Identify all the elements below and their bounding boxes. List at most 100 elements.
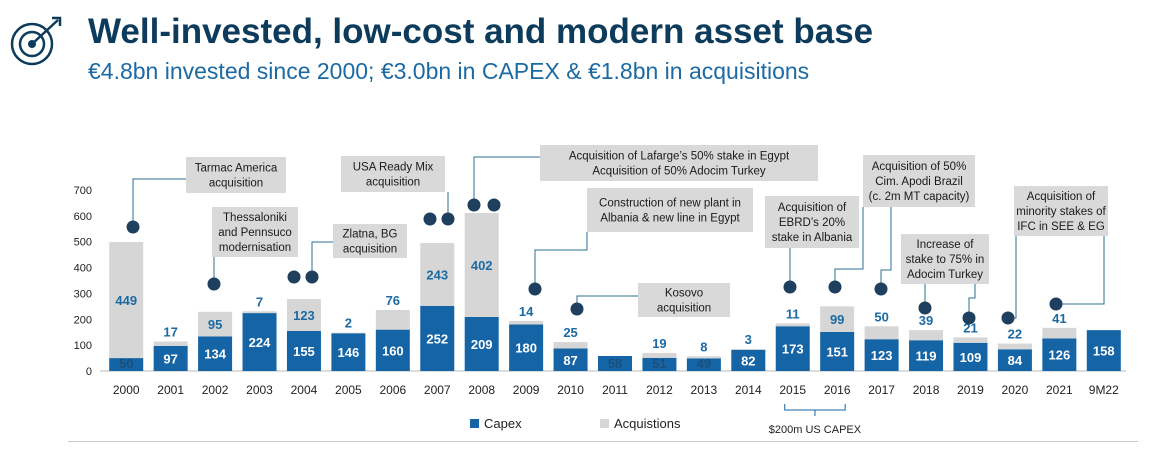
acquisition-value-label: 123 [293, 308, 315, 323]
event-marker-dot [423, 212, 437, 226]
x-tick-label: 2014 [735, 383, 762, 397]
capex-bar [864, 339, 899, 371]
acquisition-bar [420, 243, 455, 306]
event-marker-dot [287, 270, 301, 284]
capex-value-label: 209 [471, 337, 493, 352]
acquisition-bar [198, 311, 233, 337]
acquisition-value-label: 41 [1052, 311, 1066, 326]
x-tick-label: 2019 [957, 383, 984, 397]
callout-text: USA Ready Mix [353, 162, 434, 174]
capex-value-label: 82 [741, 353, 755, 368]
callout-leader-line [576, 295, 638, 309]
acquisition-value-label: 17 [163, 325, 177, 340]
acquisition-bar [375, 309, 410, 330]
capex-value-label: 126 [1048, 348, 1070, 363]
event-marker-dot [467, 198, 481, 212]
x-tick-label: 2002 [202, 383, 229, 397]
callout-text: Acquisition of 50% Adocim Turkey [592, 166, 765, 178]
x-tick-label: 2018 [913, 383, 940, 397]
x-tick-label: 2011 [602, 383, 628, 397]
event-marker-dot [305, 270, 319, 284]
callout-text: and Pennsuco [218, 227, 292, 239]
event-marker-dot [962, 311, 976, 325]
capex-bar [1042, 338, 1077, 371]
capex-bar [1086, 330, 1121, 371]
capex-bar [509, 324, 544, 371]
callout-leader-line [1056, 236, 1105, 305]
acquisition-value-label: 50 [874, 309, 888, 324]
capex-bar [598, 356, 632, 371]
capex-value-label: 180 [515, 341, 537, 356]
x-tick-label: 2020 [1002, 383, 1029, 397]
capex-bar [198, 336, 233, 371]
acquisition-bar [953, 337, 988, 343]
capex-bar [997, 349, 1032, 371]
callout-text: IFC in SEE & EG [1017, 221, 1105, 233]
capex-bar [909, 340, 944, 371]
acquisition-bar [153, 341, 188, 346]
acquisition-bar [775, 323, 810, 327]
callout-text: Acquisition of 50% [872, 161, 967, 173]
callout-text: Zlatna, BG [343, 229, 398, 241]
callout-box [901, 234, 989, 284]
acquisition-value-label: 2 [345, 316, 352, 331]
callout-text: minority stakes of [1016, 206, 1106, 218]
callout-text: Cim. Apodi Brazil [875, 176, 963, 188]
event-marker-dot [207, 277, 221, 291]
callout-box [765, 196, 859, 248]
event-marker-dot [828, 280, 842, 294]
callout-leader-line [473, 156, 540, 205]
x-tick-label: 2013 [691, 383, 718, 397]
acquisition-bar [553, 342, 588, 349]
target-icon [10, 16, 62, 66]
callout-leader-line [311, 241, 333, 277]
capex-value-label: 87 [563, 353, 577, 368]
y-tick-label: 100 [74, 340, 92, 352]
event-marker-dot [874, 282, 888, 296]
callout-box [212, 207, 298, 257]
event-marker-dot [783, 280, 797, 294]
us-capex-bracket [784, 404, 846, 411]
acquisition-value-label: 11 [786, 306, 800, 321]
x-tick-label: 2016 [824, 383, 851, 397]
event-marker-dot [1049, 297, 1063, 311]
capex-bar [953, 342, 988, 371]
capex-value-label: 97 [163, 351, 177, 366]
acquisition-value-label: 22 [1008, 327, 1022, 342]
event-marker-dot [441, 212, 455, 226]
capex-bar [775, 326, 810, 371]
acquisition-value-label: 7 [256, 294, 263, 309]
callout-text: Acquisition of [1027, 191, 1096, 203]
capex-value-label: 50 [119, 356, 133, 371]
callout-text: EBRD’s 20% [779, 217, 845, 229]
capex-value-label: 173 [782, 342, 804, 357]
callout-box [333, 224, 407, 258]
capex-value-label: 119 [916, 349, 937, 364]
legend-acquisitions-swatch [600, 419, 609, 428]
callout-leader-line [880, 207, 892, 289]
acquisition-value-label: 76 [386, 293, 400, 308]
capex-value-label: 158 [1093, 344, 1115, 359]
page-title: Well-invested, low-cost and modern asset… [88, 12, 874, 51]
capex-bar [686, 358, 721, 371]
callout-leader-line [1008, 236, 1017, 319]
capex-value-label: 58 [608, 356, 622, 371]
acquisition-bar [820, 306, 855, 332]
capex-value-label: 134 [204, 347, 226, 362]
y-tick-label: 700 [74, 185, 92, 197]
x-tick-label: 2006 [379, 383, 406, 397]
acquisition-value-label: 25 [563, 325, 577, 340]
acquisition-bar [109, 241, 144, 359]
callout-box [186, 157, 286, 193]
callout-text: Increase of [917, 239, 975, 251]
acquisition-bar [1042, 327, 1077, 339]
acquisition-value-label: 402 [471, 258, 493, 273]
capex-bar [375, 329, 410, 371]
y-tick-label: 500 [74, 237, 92, 249]
capex-value-label: 51 [652, 356, 666, 371]
capex-bar [286, 330, 321, 371]
callout-leader-line [834, 207, 864, 287]
acquisition-bar [997, 343, 1032, 350]
event-marker-dot [126, 220, 140, 234]
